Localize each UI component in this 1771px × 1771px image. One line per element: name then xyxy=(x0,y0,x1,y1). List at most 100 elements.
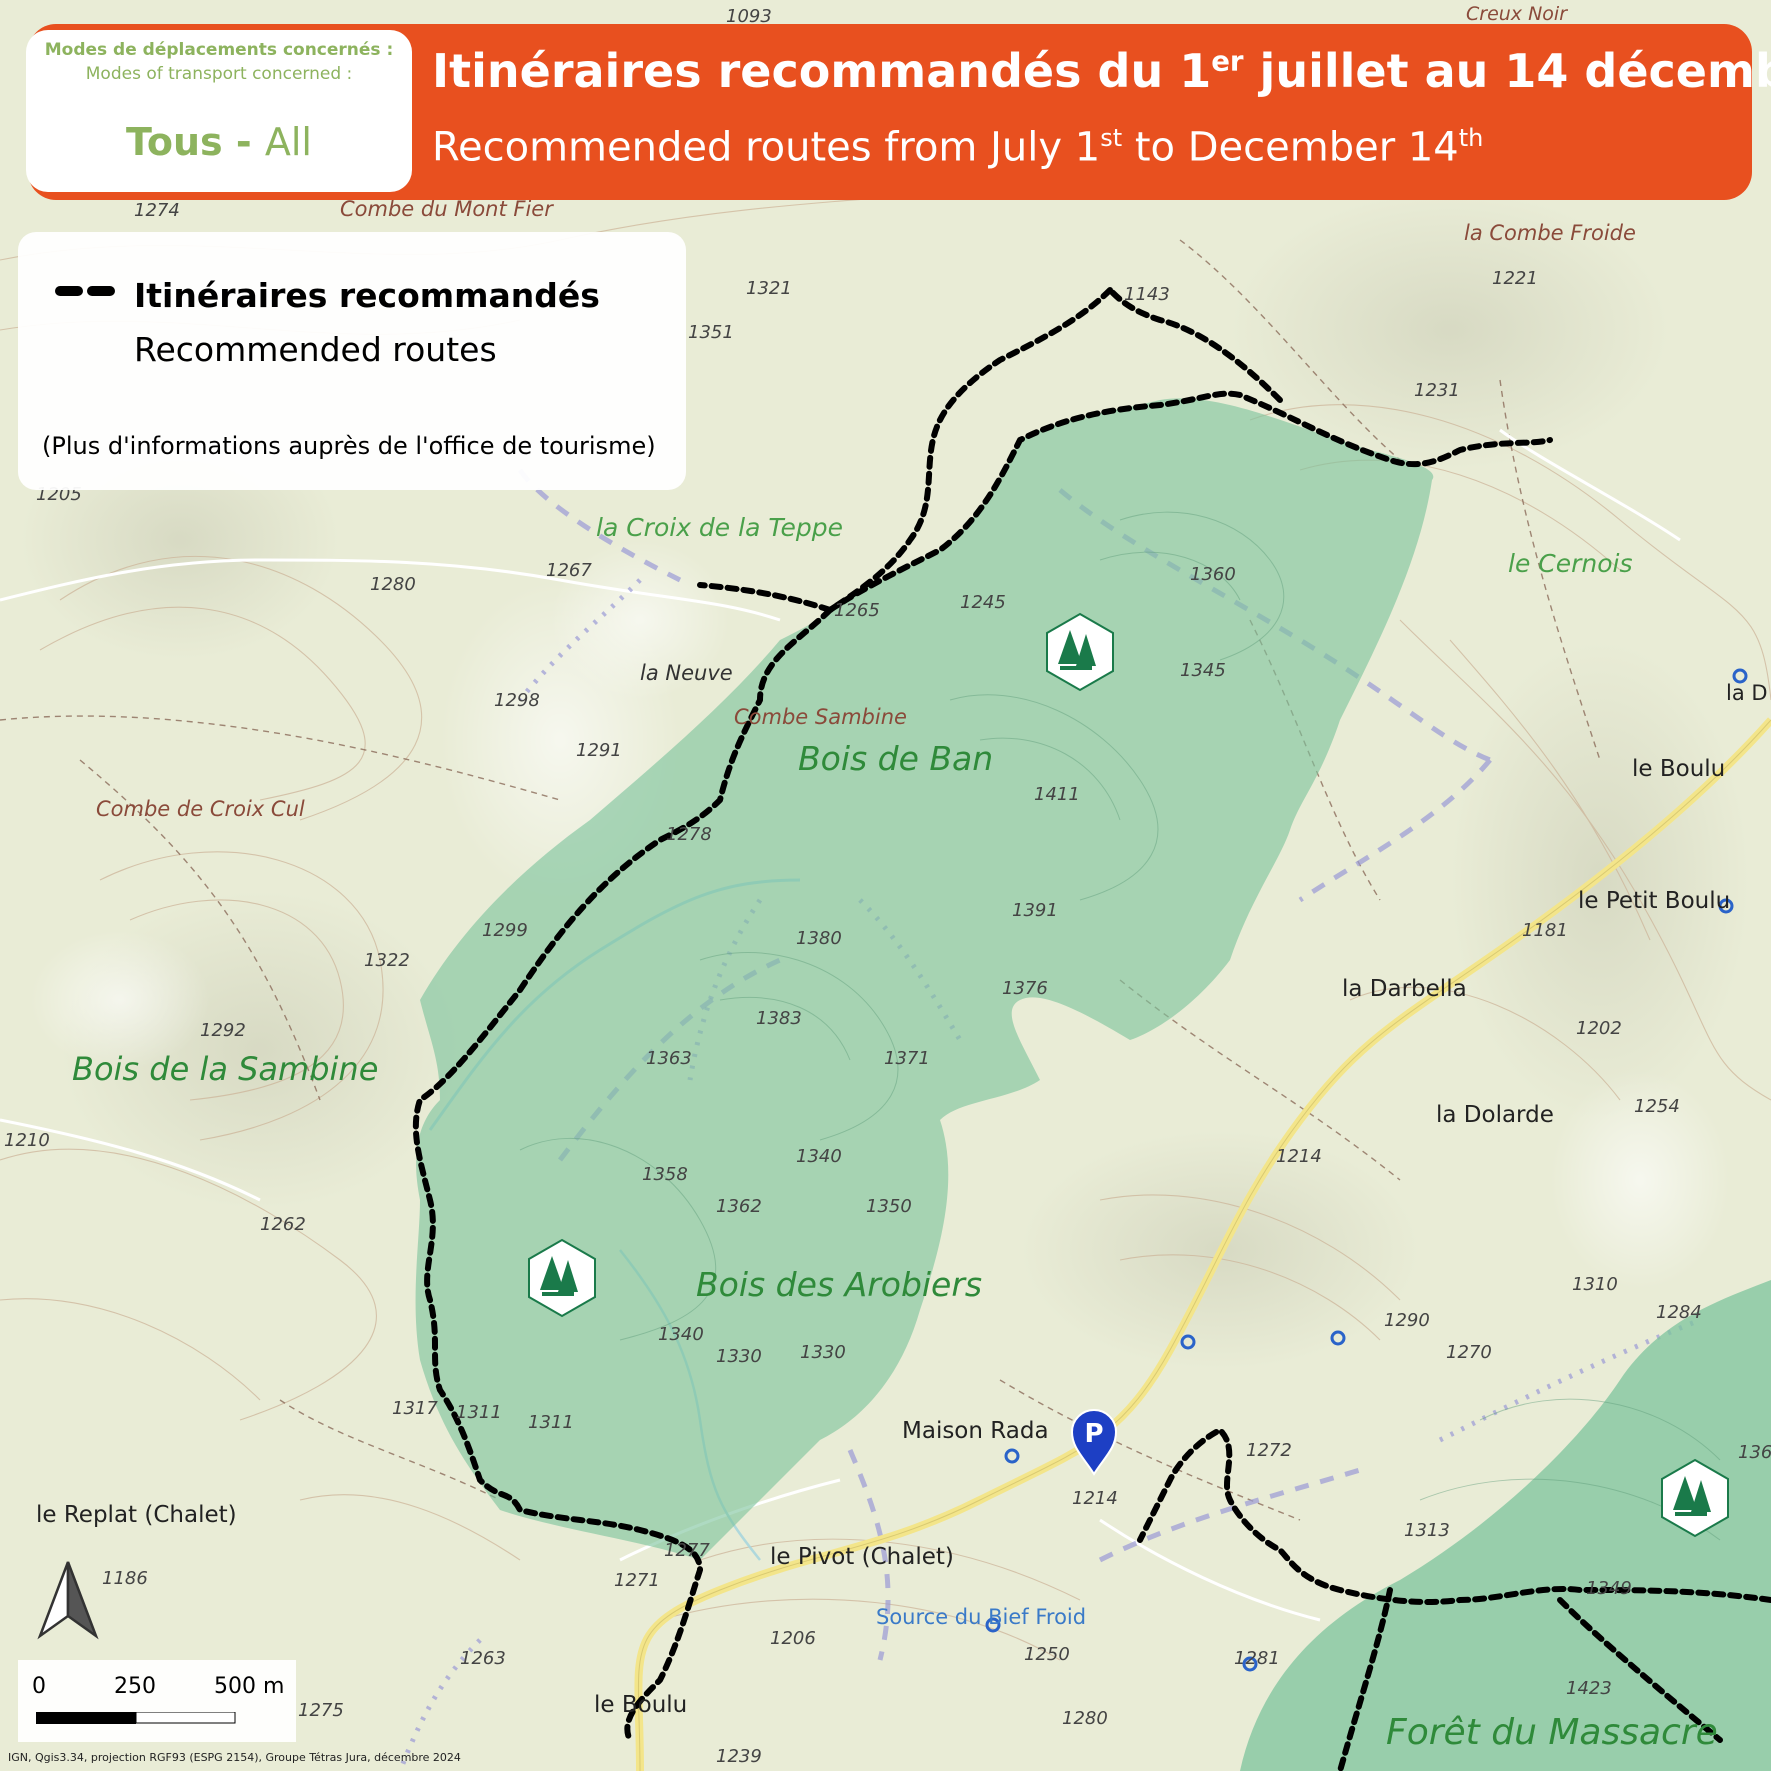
elevation-label: 1281 xyxy=(1234,1648,1280,1669)
elevation-label: 1221 xyxy=(1492,268,1538,289)
north-arrow-icon xyxy=(37,1561,99,1640)
elevation-label: 1284 xyxy=(1656,1302,1702,1323)
elevation-label: 1292 xyxy=(200,1020,246,1041)
elevation-label: 1351 xyxy=(688,322,734,343)
protected-zone-foret-du-massacre xyxy=(1240,1280,1771,1771)
elevation-label: 1262 xyxy=(260,1214,306,1235)
label-la-darbella: la Darbella xyxy=(1342,976,1467,1002)
title-fr: Itinéraires recommandés du 1er juillet a… xyxy=(432,44,1771,98)
elevation-label: 1362 xyxy=(716,1196,762,1217)
elevation-label: 1345 xyxy=(1180,660,1226,681)
elevation-label: 1350 xyxy=(866,1196,912,1217)
label-creux-noir: Creux Noir xyxy=(1466,3,1568,25)
elevation-label: 1181 xyxy=(1522,920,1568,941)
elevation-label: 1322 xyxy=(364,950,410,971)
scale-bar-graphic xyxy=(36,1712,236,1724)
elevation-label: 1280 xyxy=(370,574,416,595)
recommended-routes xyxy=(412,287,1771,1771)
elevation-label: 1423 xyxy=(1566,1678,1612,1699)
elevation-label: 1358 xyxy=(642,1164,688,1185)
elevation-label: 1271 xyxy=(614,1570,660,1591)
label-la-combe-froide: la Combe Froide xyxy=(1464,221,1636,245)
elevation-label: 1311 xyxy=(528,1412,574,1433)
elevation-label: 1340 xyxy=(658,1324,704,1345)
elevation-label: 1291 xyxy=(576,740,622,761)
label-bois-de-la-sambine: Bois de la Sambine xyxy=(72,1050,378,1088)
elevation-label: 1321 xyxy=(746,278,792,299)
elevation-label: 1239 xyxy=(716,1746,762,1767)
elevation-label: 1317 xyxy=(392,1398,438,1419)
elevation-label: 1313 xyxy=(1404,1520,1450,1541)
map-legend: Itinéraires recommandés Recommended rout… xyxy=(18,232,686,490)
elevation-label: 1143 xyxy=(1124,284,1170,305)
label-le-boulu-ne: le Boulu xyxy=(1632,756,1725,782)
elevation-label: 1265 xyxy=(834,600,880,621)
label-foret-du-massacre: Forêt du Massacre xyxy=(1386,1712,1718,1753)
label-combe-du-mont-fier: Combe du Mont Fier xyxy=(340,197,554,221)
elevation-label: 1383 xyxy=(756,1008,802,1029)
label-source-du-bief-froid: Source du Bief Froid xyxy=(876,1605,1086,1629)
elevation-label: 1278 xyxy=(666,824,712,845)
elevation-label: 1206 xyxy=(770,1628,816,1649)
parking-icon[interactable]: P xyxy=(1070,1409,1118,1476)
elevation-label: 1250 xyxy=(1024,1644,1070,1665)
elevation-label: 1298 xyxy=(494,690,540,711)
elevation-label: 1290 xyxy=(1384,1310,1430,1331)
map-credits: IGN, Qgis3.34, projection RGF93 (ESPG 21… xyxy=(8,1751,461,1764)
label-la-d: la D xyxy=(1726,681,1768,705)
label-maison-rada: Maison Rada xyxy=(902,1418,1049,1444)
label-le-cernois: le Cernois xyxy=(1508,549,1633,578)
label-bois-des-arobiers: Bois des Arobiers xyxy=(696,1265,982,1304)
elevation-label: 1371 xyxy=(884,1048,930,1069)
elevation-label: 1263 xyxy=(460,1648,506,1669)
forest-icon xyxy=(528,1238,596,1318)
title-en: Recommended routes from July 1st to Dece… xyxy=(432,124,1484,171)
elevation-label: 1214 xyxy=(1072,1488,1118,1509)
elevation-label: 1254 xyxy=(1634,1096,1680,1117)
legend-route-fr: Itinéraires recommandés xyxy=(134,276,600,315)
elevation-label: 1299 xyxy=(482,920,528,941)
elevation-label: 1363 xyxy=(646,1048,692,1069)
elevation-label: 1411 xyxy=(1034,784,1080,805)
elevation-label: 1245 xyxy=(960,592,1006,613)
elevation-label: 1274 xyxy=(134,200,180,221)
spring-markers xyxy=(985,668,1748,1672)
elevation-label: 1369 xyxy=(1738,1442,1771,1463)
scale-label-250: 250 xyxy=(114,1674,156,1699)
elevation-label: 1310 xyxy=(1572,1274,1618,1295)
label-la-neuve: la Neuve xyxy=(640,661,733,685)
elevation-label: 1267 xyxy=(546,560,592,581)
protected-zone-bois-de-ban xyxy=(415,398,1434,1561)
elevation-label: 1380 xyxy=(796,928,842,949)
elevation-label: 1210 xyxy=(4,1130,50,1151)
legend-info: (Plus d'informations auprès de l'office … xyxy=(42,432,656,460)
elevation-label: 1231 xyxy=(1414,380,1460,401)
elevation-label: 1360 xyxy=(1190,564,1236,585)
elevation-label: 1391 xyxy=(1012,900,1058,921)
elevation-label: 1093 xyxy=(726,6,772,27)
scale-label-500: 500 m xyxy=(214,1674,285,1699)
scale-bar: 0 250 500 m xyxy=(18,1660,296,1742)
elevation-label: 1214 xyxy=(1276,1146,1322,1167)
elevation-label: 1277 xyxy=(664,1540,710,1561)
label-bois-de-ban: Bois de Ban xyxy=(798,739,993,778)
transport-modes-subtitle: Modes of transport concerned : xyxy=(85,64,353,84)
transport-modes-box: Modes de déplacements concernés : Modes … xyxy=(26,30,412,192)
elevation-label: 1330 xyxy=(800,1342,846,1363)
elevation-label: 1272 xyxy=(1246,1440,1292,1461)
elevation-label: 1202 xyxy=(1576,1018,1622,1039)
scale-label-0: 0 xyxy=(32,1674,46,1699)
label-combe-de-croix-cul: Combe de Croix Cul xyxy=(96,797,305,821)
elevation-label: 1280 xyxy=(1062,1708,1108,1729)
transport-modes-title: Modes de déplacements concernés : xyxy=(44,40,394,60)
elevation-label: 1349 xyxy=(1586,1578,1632,1599)
legend-route-en: Recommended routes xyxy=(134,330,497,369)
forest-icon xyxy=(1661,1458,1729,1538)
label-le-boulu-s: le Boulu xyxy=(594,1692,687,1718)
elevation-label: 1376 xyxy=(1002,978,1048,999)
forest-icon xyxy=(1046,612,1114,692)
elevation-label: 1330 xyxy=(716,1346,762,1367)
transport-modes-value: Tous - All xyxy=(125,120,312,164)
label-la-croix-de-la-teppe: la Croix de la Teppe xyxy=(596,513,843,542)
label-combe-sambine: Combe Sambine xyxy=(734,705,907,729)
